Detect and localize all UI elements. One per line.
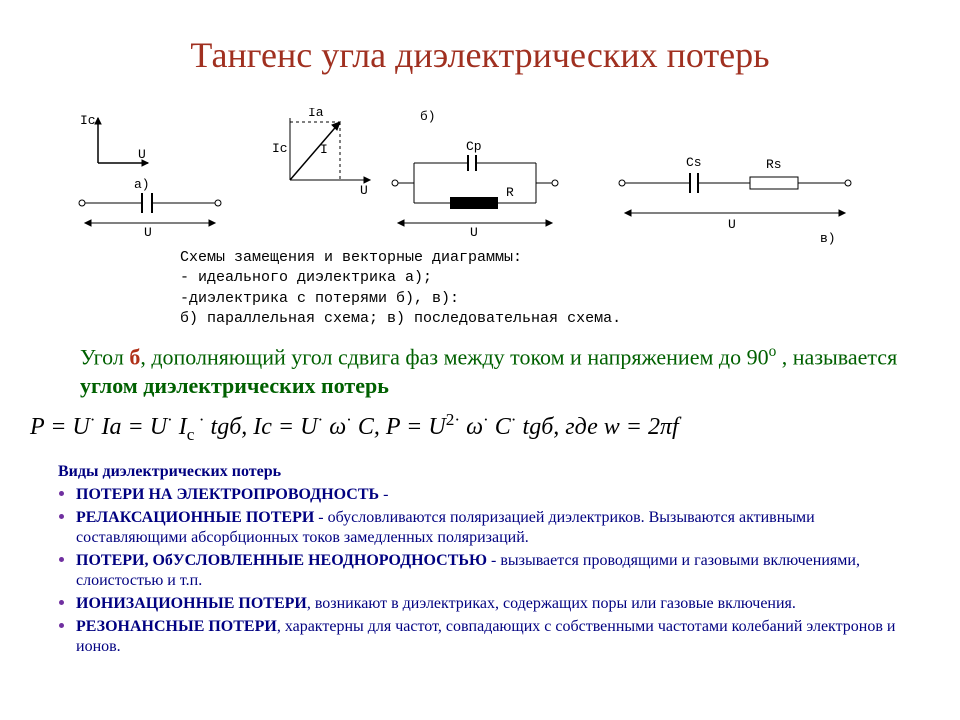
diagram-caption: Схемы замещения и векторные диаграммы: -… [180, 248, 880, 329]
caption-line2: - идеального диэлектрика а); [180, 269, 432, 286]
label-U-b2: U [470, 225, 478, 238]
label-Ia: Ia [308, 108, 324, 120]
label-R: R [506, 185, 514, 200]
f-4: tgб, [205, 414, 248, 440]
def-90: 90 [747, 344, 769, 369]
def-p3b: , называется [776, 344, 897, 369]
type-item-2: РЕЛАКСАЦИОННЫЕ ПОТЕРИ - обусловливаются … [76, 507, 928, 548]
f-9: ω [460, 414, 483, 440]
caption-line3: -диэлектрика с потерями б), в): [180, 290, 459, 307]
type-item-1: ПОТЕРИ НА ЭЛЕКТРОПРОВОДНОСТЬ - [76, 484, 928, 505]
def-p1: Угол [80, 344, 129, 369]
f-10: C [489, 414, 511, 440]
t1t: - [379, 486, 388, 503]
type-item-4: ИОНИЗАЦИОННЫЕ ПОТЕРИ, возникают в диэлек… [76, 593, 928, 614]
f-3: I [173, 414, 187, 440]
label-U-a: U [144, 225, 152, 238]
f-where: где w = 2πf [559, 414, 678, 440]
def-p3a: напряжением до [587, 344, 746, 369]
loss-types-block: Виды диэлектрических потерь ПОТЕРИ НА ЭЛ… [58, 462, 928, 659]
equivalent-circuits-diagram: Ic U U а) Ic Ia I U [70, 108, 890, 238]
label-Cp: Cp [466, 139, 482, 154]
f-11: tgб, [517, 414, 560, 440]
f-6: ω [323, 414, 346, 440]
def-delta: б [129, 344, 140, 369]
angle-definition: Угол б, дополняющий угол сдвига фаз межд… [80, 342, 900, 400]
label-U-v: U [728, 217, 736, 232]
t2c: РЕЛАКСАЦИОННЫЕ ПОТЕРИ [76, 509, 314, 526]
label-Rs: Rs [766, 157, 782, 172]
f-1: P = U [30, 414, 90, 440]
caption-line1: Схемы замещения и векторные диаграммы: [180, 249, 522, 266]
label-Ic-b: Ic [272, 141, 288, 156]
f-7: C, [352, 414, 380, 440]
t1c: ПОТЕРИ НА ЭЛЕКТРОПРОВОДНОСТЬ [76, 486, 379, 503]
label-U: U [138, 147, 146, 162]
slide-title: Тангенс угла диэлектрических потерь [0, 34, 960, 76]
f-5: Ic = U [247, 414, 317, 440]
t3c: ПОТЕРИ, ОбУСЛОВЛЕННЫЕ НЕОДНОРОДНОСТЬЮ [76, 552, 487, 569]
label-b: б) [420, 109, 436, 124]
label-Ic: Ic [80, 113, 96, 128]
types-header: Виды диэлектрических потерь [58, 462, 928, 482]
type-item-3: ПОТЕРИ, ОбУСЛОВЛЕННЫЕ НЕОДНОРОДНОСТЬЮ - … [76, 550, 928, 591]
t4c: ИОНИЗАЦИОННЫЕ ПОТЕРИ [76, 595, 307, 612]
f-sc: c [187, 425, 199, 444]
formula-line: P = U· Ia = U· Ic · tgб, Ic = U· ω· C, P… [30, 410, 940, 445]
label-Cs: Cs [686, 155, 702, 170]
label-a: а) [134, 177, 150, 192]
def-term: углом диэлектрических потерь [80, 373, 389, 398]
def-p2: , дополняющий угол сдвига фаз между токо… [140, 344, 582, 369]
label-U-b: U [360, 183, 368, 198]
type-item-5: РЕЗОНАНСНЫЕ ПОТЕРИ, характерны для часто… [76, 616, 928, 657]
caption-line4: б) параллельная схема; в) последовательн… [180, 310, 621, 327]
label-v: в) [820, 231, 836, 246]
f-2: Ia = U [96, 414, 168, 440]
t5c: РЕЗОНАНСНЫЕ ПОТЕРИ [76, 618, 277, 635]
t4t: , возникают в диэлектриках, содержащих п… [307, 595, 796, 612]
label-I: I [320, 142, 328, 157]
f-8: P = U [380, 414, 446, 440]
